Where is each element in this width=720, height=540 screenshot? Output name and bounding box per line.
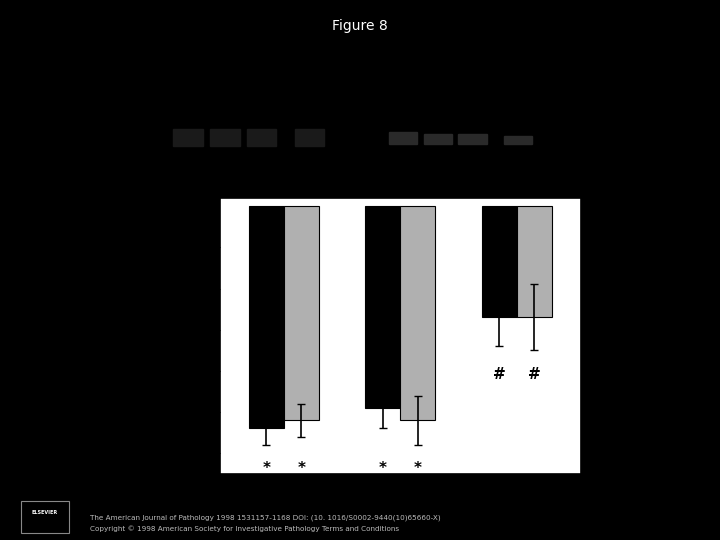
Text: FN: FN: [506, 181, 528, 195]
Bar: [294, 129, 324, 146]
Bar: [459, 134, 487, 144]
Bar: [482, 206, 517, 318]
Bar: [210, 129, 240, 146]
Text: *: *: [297, 461, 305, 476]
Text: #: #: [493, 367, 506, 382]
Text: Copyright © 1998 American Society for Investigative Pathology Terms and Conditio: Copyright © 1998 American Society for In…: [90, 525, 399, 531]
Text: FN: FN: [302, 92, 318, 102]
Text: LMN: LMN: [459, 92, 485, 102]
Text: b: b: [374, 160, 385, 178]
Bar: [400, 206, 436, 420]
Bar: [174, 129, 203, 146]
Text: C: C: [184, 92, 192, 102]
Bar: [246, 129, 276, 146]
Text: c: c: [158, 471, 168, 489]
Text: Figure 8: Figure 8: [332, 19, 388, 33]
Text: FN: FN: [510, 92, 526, 102]
Text: *: *: [262, 461, 270, 476]
Text: *: *: [379, 461, 387, 476]
Bar: [423, 134, 452, 144]
Text: #: #: [528, 367, 541, 382]
Text: ELSEVIER: ELSEVIER: [32, 510, 58, 515]
Bar: [365, 206, 400, 408]
Text: C: C: [399, 92, 407, 102]
Text: COL: COL: [213, 92, 236, 102]
Text: a: a: [158, 160, 169, 178]
Bar: [517, 206, 552, 318]
Text: *: *: [414, 461, 422, 476]
Text: COL: COL: [426, 92, 449, 102]
Bar: [284, 206, 319, 420]
Y-axis label: % change relative to control: % change relative to control: [168, 242, 181, 430]
Text: LMN: LMN: [248, 92, 274, 102]
Text: COL: COL: [268, 181, 300, 195]
Text: The American Journal of Pathology 1998 1531157-1168 DOI: (10. 1016/S0002-9440(10: The American Journal of Pathology 1998 1…: [90, 514, 441, 521]
Bar: [389, 132, 417, 144]
Text: LMN: LMN: [383, 181, 418, 195]
Bar: [248, 206, 284, 428]
Bar: [504, 136, 532, 144]
